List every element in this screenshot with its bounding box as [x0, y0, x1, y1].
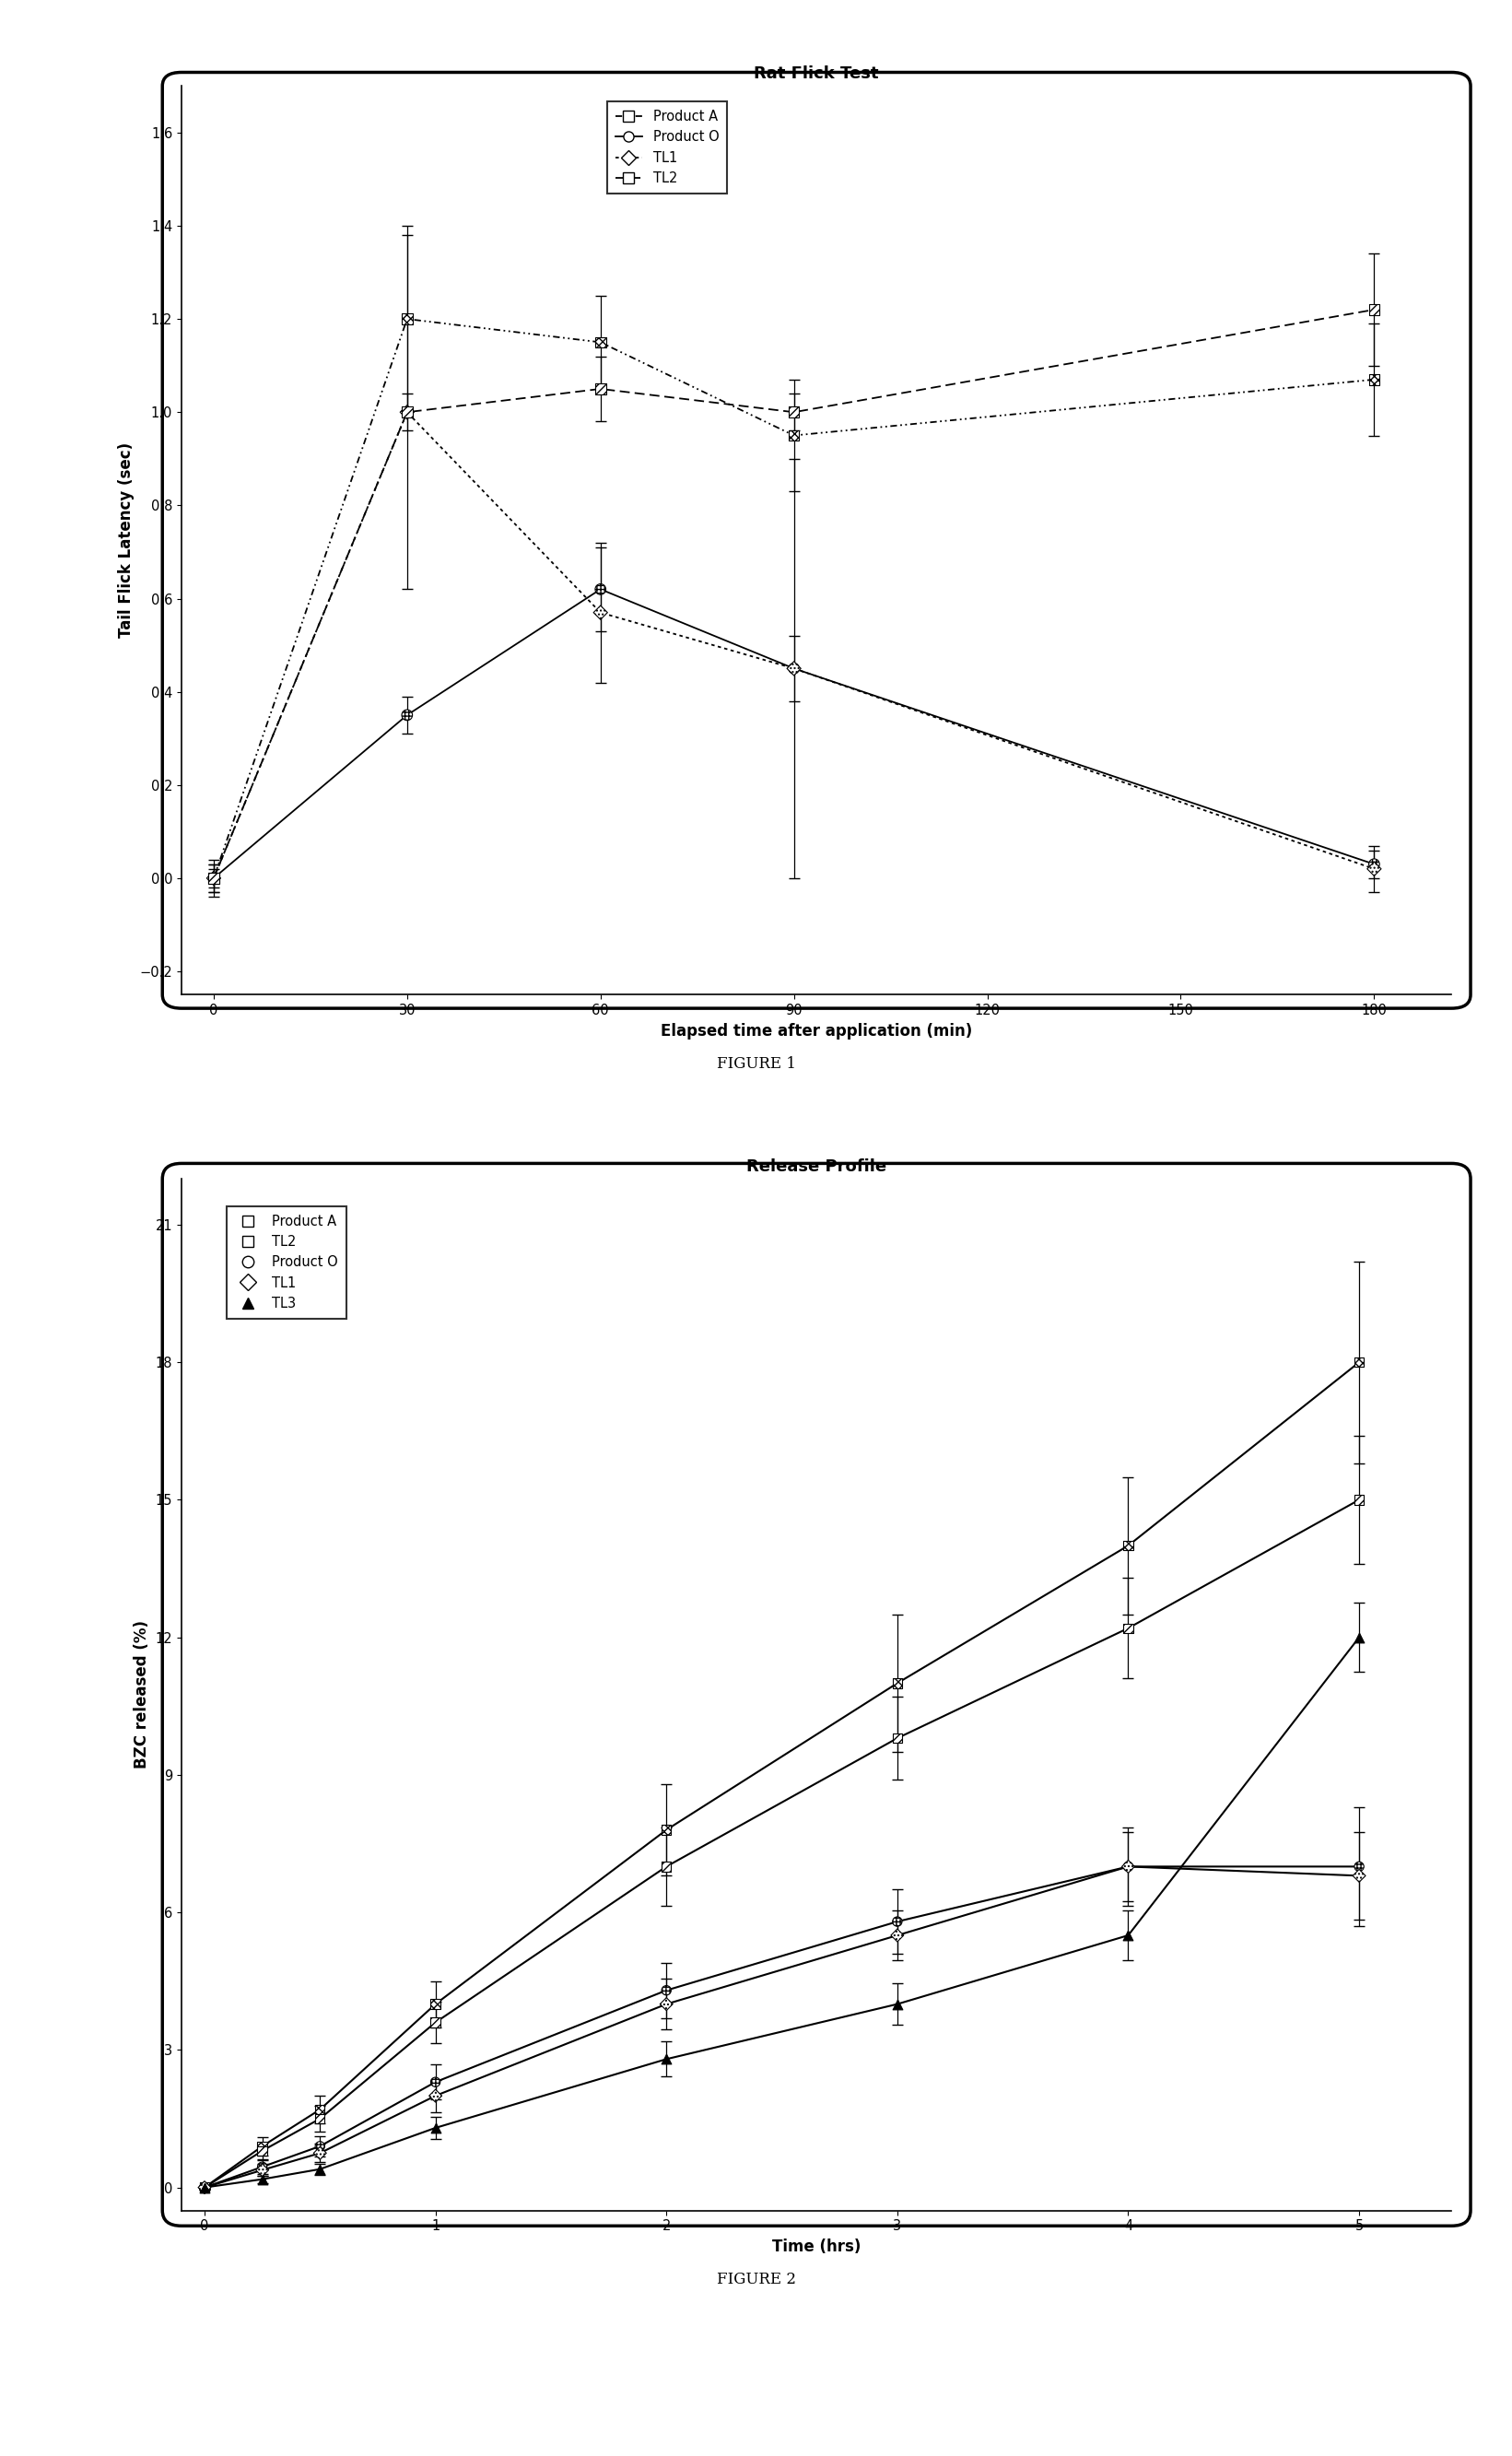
Point — [308, 2149, 333, 2188]
Point — [192, 2169, 216, 2208]
Point — [249, 2159, 274, 2198]
Point — [1116, 1847, 1140, 1886]
Point — [1116, 1916, 1140, 1955]
Point — [782, 648, 806, 688]
Point — [588, 570, 612, 609]
Point — [1116, 1525, 1140, 1564]
Point — [1362, 845, 1387, 884]
Y-axis label: Tail Flick Latency (sec): Tail Flick Latency (sec) — [118, 442, 135, 639]
Point — [1116, 1847, 1140, 1886]
Point — [782, 415, 806, 454]
Point — [1362, 290, 1387, 329]
Point — [885, 1984, 909, 2024]
Y-axis label: BZC released (%): BZC released (%) — [133, 1621, 150, 1768]
Point — [201, 860, 225, 899]
Point — [308, 2127, 333, 2166]
Point — [201, 860, 225, 899]
Point — [1116, 1609, 1140, 1648]
Point — [885, 1916, 909, 1955]
Point — [308, 2090, 333, 2129]
Point — [655, 1847, 679, 1886]
Point — [885, 1901, 909, 1940]
Text: FIGURE 2: FIGURE 2 — [717, 2272, 795, 2287]
Legend: Product A, Product O, TL1, TL2: Product A, Product O, TL1, TL2 — [608, 101, 727, 194]
Text: FIGURE 1: FIGURE 1 — [717, 1056, 795, 1071]
Point — [249, 2147, 274, 2186]
Point — [588, 322, 612, 361]
Point — [192, 2169, 216, 2208]
Point — [885, 1719, 909, 1758]
Point — [423, 2063, 448, 2102]
Point — [192, 2169, 216, 2208]
Point — [655, 1970, 679, 2009]
Legend: Product A, TL2, Product O, TL1, TL3: Product A, TL2, Product O, TL1, TL3 — [227, 1206, 346, 1319]
Point — [423, 2002, 448, 2041]
Point — [423, 2107, 448, 2147]
X-axis label: Elapsed time after application (min): Elapsed time after application (min) — [661, 1022, 972, 1039]
Point — [201, 860, 225, 899]
Title: Rat Flick Test: Rat Flick Test — [754, 66, 878, 81]
Point — [1362, 361, 1387, 400]
Point — [782, 648, 806, 688]
Point — [1347, 1619, 1371, 1658]
Point — [249, 2127, 274, 2166]
Point — [423, 1984, 448, 2024]
Point — [249, 2151, 274, 2191]
Point — [1347, 1857, 1371, 1896]
Point — [655, 1984, 679, 2024]
Point — [395, 695, 419, 734]
Point — [395, 393, 419, 432]
Point — [423, 2075, 448, 2115]
Point — [395, 393, 419, 432]
Point — [192, 2169, 216, 2208]
Point — [1347, 1847, 1371, 1886]
Point — [655, 2038, 679, 2078]
Point — [395, 300, 419, 339]
Point — [192, 2169, 216, 2208]
Point — [782, 393, 806, 432]
X-axis label: Time (hrs): Time (hrs) — [773, 2237, 860, 2255]
Point — [1347, 1343, 1371, 1383]
Point — [308, 2134, 333, 2174]
Point — [1362, 850, 1387, 889]
Point — [201, 860, 225, 899]
Point — [588, 592, 612, 631]
Point — [885, 1663, 909, 1702]
Point — [588, 368, 612, 408]
Point — [308, 2100, 333, 2139]
Point — [1347, 1481, 1371, 1520]
Title: Release Profile: Release Profile — [747, 1159, 886, 1174]
Point — [655, 1810, 679, 1849]
Point — [249, 2132, 274, 2171]
